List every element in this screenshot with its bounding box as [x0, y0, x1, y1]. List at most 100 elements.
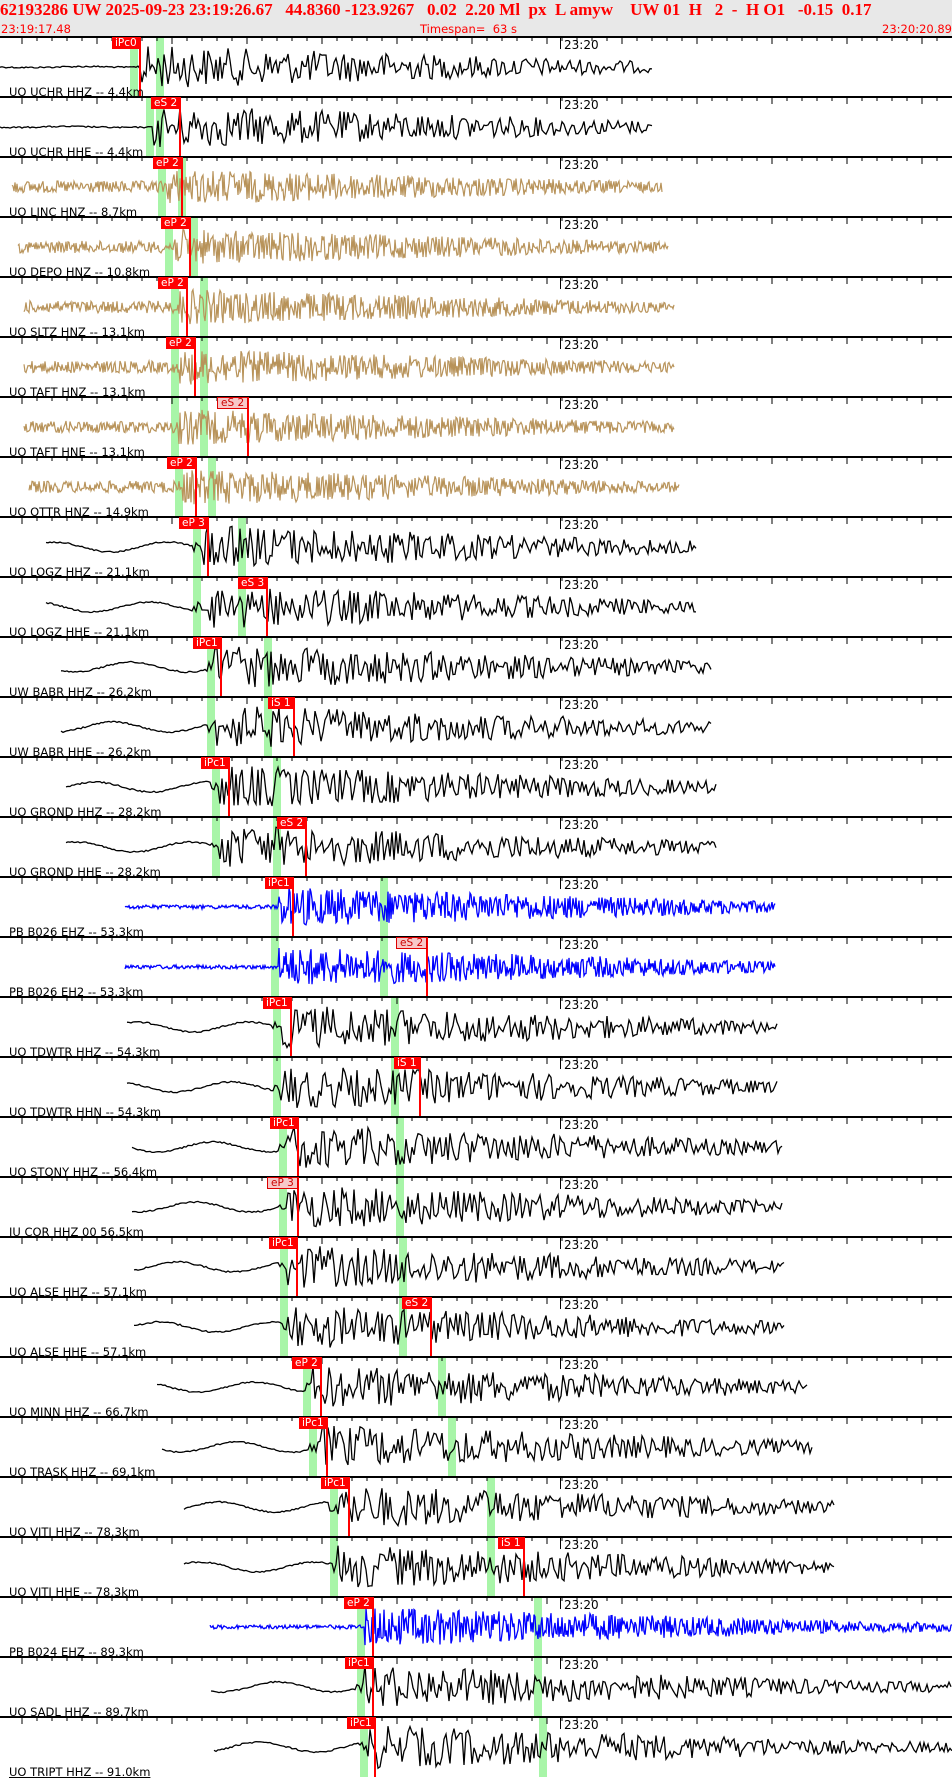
trace-row[interactable]: 23:20 eS 3 UO LOGZ HHE -- 21.1km: [0, 576, 952, 639]
waveform: [23, 287, 675, 325]
pick-line[interactable]: [207, 517, 209, 577]
pick-line[interactable]: [305, 817, 307, 877]
trace-row[interactable]: 23:20 iPc1 UW BABR HHZ -- 26.2km: [0, 636, 952, 699]
pick-label[interactable]: iPc1: [201, 757, 229, 769]
trace-row[interactable]: 23:20 iPc1 UO ALSE HHZ -- 57.1km: [0, 1236, 952, 1299]
pick-label[interactable]: eS 3: [238, 577, 268, 589]
pick-line[interactable]: [220, 637, 222, 697]
pick-line[interactable]: [293, 697, 295, 757]
pick-line[interactable]: [320, 1357, 322, 1417]
trace-row[interactable]: 23:20 iPc1 UO TRIPT HHZ -- 91.0km: [0, 1716, 952, 1779]
phase-window: [273, 817, 281, 877]
pick-line[interactable]: [139, 37, 141, 97]
pick-line[interactable]: [247, 397, 249, 457]
station-label: UO UCHR HHZ -- 4.4km: [9, 85, 144, 99]
trace-row[interactable]: 23:20 iPc1 PB B026 EHZ -- 53.3km: [0, 876, 952, 939]
pick-label[interactable]: eP 2: [153, 157, 182, 169]
pick-label[interactable]: iPc1: [270, 1117, 298, 1129]
trace-row[interactable]: 23:20 eS 2 PB B026 EH2 -- 53.3km: [0, 936, 952, 999]
pick-label[interactable]: eS 2: [396, 937, 428, 949]
pick-label[interactable]: eP 2: [161, 217, 190, 229]
pick-line[interactable]: [430, 1297, 432, 1357]
minute-label: 23:20: [564, 1418, 599, 1432]
pick-line[interactable]: [374, 1717, 376, 1777]
pick-label[interactable]: iPc1: [265, 877, 293, 889]
trace-row[interactable]: 23:20 eP 2 PB B024 EHZ -- 89.3km: [0, 1596, 952, 1659]
pick-label[interactable]: iS 1: [394, 1057, 420, 1069]
pick-line[interactable]: [181, 157, 183, 217]
trace-row[interactable]: 23:20 iPc1 UO GROND HHZ -- 28.2km: [0, 756, 952, 819]
pick-label[interactable]: eP 3: [267, 1177, 298, 1189]
pick-line[interactable]: [297, 1117, 299, 1177]
trace-row[interactable]: 23:20 iS 1 UW BABR HHE -- 26.2km: [0, 696, 952, 759]
trace-row[interactable]: 23:20 eP 2 UO TAFT HNZ -- 13.1km: [0, 336, 952, 399]
trace-row[interactable]: 23:20 eP 3 IU COR HHZ 00 56.5km: [0, 1176, 952, 1239]
pick-label[interactable]: iS 1: [498, 1537, 524, 1549]
waveform: [0, 107, 653, 147]
pick-line[interactable]: [179, 97, 181, 157]
pick-line[interactable]: [189, 217, 191, 277]
trace-separator: [0, 1236, 952, 1238]
seismogram-panel[interactable]: 23:20 iPc0 UO UCHR HHZ -- 4.4km 23:20 eS 2 UO…: [0, 36, 952, 1779]
pick-label[interactable]: iPc1: [263, 997, 291, 1009]
pick-line[interactable]: [292, 877, 294, 937]
trace-row[interactable]: 23:20 iPc1 UO SADL HHZ -- 89.7km: [0, 1656, 952, 1719]
pick-label[interactable]: iPc1: [299, 1417, 327, 1429]
pick-label[interactable]: eP 3: [179, 517, 208, 529]
pick-line[interactable]: [297, 1177, 299, 1237]
pick-line[interactable]: [266, 577, 268, 637]
pick-line[interactable]: [194, 337, 196, 397]
pick-line[interactable]: [419, 1057, 421, 1117]
pick-line[interactable]: [195, 457, 197, 517]
pick-label[interactable]: iS 1: [268, 697, 294, 709]
pick-label[interactable]: iPc0: [112, 37, 140, 49]
trace-row[interactable]: 23:20 eS 2 UO TAFT HNE -- 13.1km: [0, 396, 952, 459]
trace-row[interactable]: 23:20 eP 3 UO LOGZ HHZ -- 21.1km: [0, 516, 952, 579]
pick-label[interactable]: iPc1: [269, 1237, 297, 1249]
trace-row[interactable]: 23:20 iPc1 UO TDWTR HHZ -- 54.3km: [0, 996, 952, 1059]
pick-line[interactable]: [372, 1597, 374, 1657]
trace-row[interactable]: 23:20 eP 2 UO MINN HHZ -- 66.7km: [0, 1356, 952, 1419]
trace-row[interactable]: 23:20 eS 2 UO GROND HHE -- 28.2km: [0, 816, 952, 879]
trace-row[interactable]: 23:20 iS 1 UO VITI HHE -- 78.3km: [0, 1536, 952, 1599]
pick-label[interactable]: eP 2: [167, 457, 196, 469]
pick-line[interactable]: [228, 757, 230, 817]
trace-row[interactable]: 23:20 eP 2 UO OTTR HNZ -- 14.9km: [0, 456, 952, 519]
pick-label[interactable]: eS 2: [402, 1297, 432, 1309]
pick-line[interactable]: [290, 997, 292, 1057]
waveform: [17, 228, 669, 264]
trace-row[interactable]: 23:20 iPc1 UO TRASK HHZ -- 69.1km: [0, 1416, 952, 1479]
pick-line[interactable]: [372, 1657, 374, 1717]
trace-row[interactable]: 23:20 eP 2 UO LINC HNZ -- 8.7km: [0, 156, 952, 219]
trace-row[interactable]: 23:20 iPc1 UO VITI HHZ -- 78.3km: [0, 1476, 952, 1539]
pick-label[interactable]: eP 2: [158, 277, 187, 289]
pick-line[interactable]: [326, 1417, 328, 1477]
pick-line[interactable]: [348, 1477, 350, 1537]
pick-label[interactable]: eS 2: [217, 397, 249, 409]
pick-line[interactable]: [523, 1537, 525, 1597]
pick-line[interactable]: [296, 1237, 298, 1297]
pick-label[interactable]: iPc1: [347, 1717, 375, 1729]
time-ticks: [21, 576, 938, 584]
pick-label[interactable]: eP 2: [292, 1357, 321, 1369]
trace-row[interactable]: 23:20 iS 1 UO TDWTR HHN -- 54.3km: [0, 1056, 952, 1119]
phase-window: [534, 1597, 542, 1657]
trace-row[interactable]: 23:20 eS 2 UO ALSE HHE -- 57.1km: [0, 1296, 952, 1359]
trace-row[interactable]: 23:20 iPc1 UO STONY HHZ -- 56.4km: [0, 1116, 952, 1179]
trace-row[interactable]: 23:20 eS 2 UO UCHR HHE -- 4.4km: [0, 96, 952, 159]
trace-row[interactable]: 23:20 iPc0 UO UCHR HHZ -- 4.4km: [0, 36, 952, 99]
pick-label[interactable]: eP 2: [344, 1597, 373, 1609]
minute-label: 23:20: [564, 1178, 599, 1192]
pick-label[interactable]: eP 2: [166, 337, 195, 349]
trace-row[interactable]: 23:20 eP 2 UO DEPO HNZ -- 10.8km: [0, 216, 952, 279]
station-label: UO TRIPT HHZ -- 91.0km: [9, 1765, 151, 1779]
pick-line[interactable]: [426, 937, 428, 997]
pick-label[interactable]: iPc1: [321, 1477, 349, 1489]
pick-line[interactable]: [186, 277, 188, 337]
pick-label[interactable]: eS 2: [151, 97, 181, 109]
trace-row[interactable]: 23:20 eP 2 UO SLTZ HNZ -- 13.1km: [0, 276, 952, 339]
pick-label[interactable]: iPc1: [345, 1657, 373, 1669]
pick-label[interactable]: eS 2: [277, 817, 307, 829]
phase-window: [487, 1477, 495, 1537]
pick-label[interactable]: iPc1: [193, 637, 221, 649]
